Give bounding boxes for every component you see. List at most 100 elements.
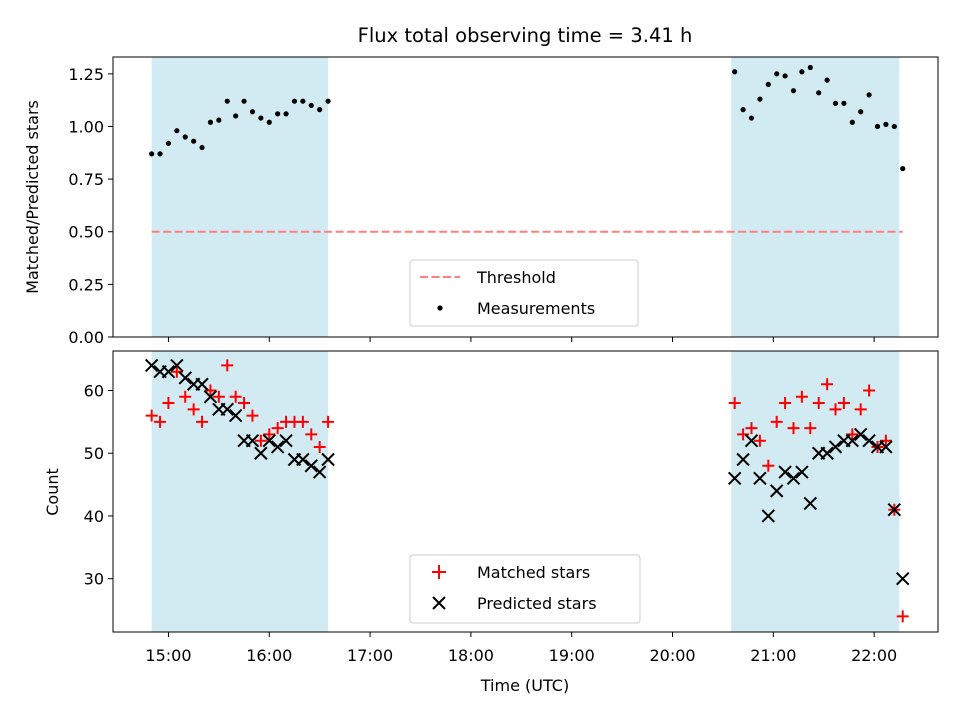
predicted-star-point bbox=[862, 433, 876, 448]
matched-star-point bbox=[154, 415, 167, 428]
predicted-star-point bbox=[321, 452, 335, 467]
bottom-panel-frame bbox=[112, 350, 939, 633]
measurement-point bbox=[816, 90, 822, 96]
predicted-star-point bbox=[845, 433, 860, 448]
measurement-point bbox=[283, 111, 289, 117]
matched-star-point bbox=[779, 397, 792, 410]
predicted-star-point bbox=[727, 471, 742, 486]
matched-star-point bbox=[170, 365, 183, 378]
matched-star-point bbox=[296, 415, 309, 428]
observing-window-shade bbox=[731, 351, 900, 632]
measurement-point bbox=[900, 165, 906, 172]
measurement-point bbox=[807, 64, 813, 71]
top-panel-ratio: 0.00 0.25 0.50 0.75 1.00 1.25 Matched/Predict… bbox=[23, 56, 939, 347]
measurement-point bbox=[266, 119, 272, 125]
predicted-star-point bbox=[887, 502, 902, 517]
predicted-star-point bbox=[279, 433, 293, 448]
x-tick-label: 19:00 bbox=[549, 646, 595, 665]
x-tick-label: 18:00 bbox=[448, 646, 494, 665]
predicted-star-point bbox=[270, 440, 285, 454]
matched-star-point bbox=[271, 422, 284, 435]
measurement-point bbox=[782, 73, 788, 79]
x-tick-label: 20:00 bbox=[649, 646, 695, 665]
matched-star-point bbox=[179, 390, 192, 403]
measurement-point bbox=[824, 77, 830, 83]
matched-star-point bbox=[263, 428, 276, 441]
x-tick-label: 22:00 bbox=[851, 646, 897, 665]
predicted-star-point bbox=[296, 452, 310, 467]
x-tick-label: 16:00 bbox=[246, 646, 292, 665]
measurement-point bbox=[841, 100, 847, 106]
x-axis-label: Time (UTC) bbox=[480, 676, 569, 695]
matched-star-point bbox=[879, 434, 892, 447]
predicted-star-point bbox=[744, 433, 759, 448]
matched-star-point bbox=[812, 397, 825, 410]
predicted-star-point bbox=[854, 427, 868, 442]
predicted-star-point bbox=[753, 471, 767, 486]
measurement-point bbox=[300, 98, 306, 104]
matched-star-point bbox=[204, 384, 217, 397]
predicted-star-point bbox=[144, 358, 159, 373]
matched-star-point bbox=[863, 384, 876, 397]
predicted-star-point bbox=[245, 433, 260, 448]
matched-star-point bbox=[229, 390, 242, 403]
predicted-star-point bbox=[161, 364, 176, 379]
measurement-point bbox=[157, 151, 163, 157]
predicted-star-point bbox=[761, 509, 776, 523]
measurement-point bbox=[858, 109, 864, 115]
x-tick-label: 15:00 bbox=[145, 646, 191, 665]
y-tick-label: 1.00 bbox=[68, 117, 104, 136]
top-panel-y-axis-label: Matched/Predicted stars bbox=[23, 100, 42, 294]
measurement-point bbox=[165, 140, 172, 146]
predicted-star-point bbox=[304, 459, 318, 473]
y-tick-label: 0.75 bbox=[68, 170, 104, 189]
measurement-point bbox=[317, 107, 323, 113]
x-tick-label: 21:00 bbox=[750, 646, 796, 665]
predicted-star-point bbox=[820, 446, 834, 460]
bottom-panel-legend: Matched stars Predicted stars bbox=[409, 554, 641, 624]
predicted-star-point bbox=[203, 390, 218, 404]
measurement-point bbox=[199, 144, 205, 151]
y-tick-label: 60 bbox=[84, 382, 104, 401]
chart-title: Flux total observing time = 3.41 h bbox=[358, 24, 693, 47]
y-tick-label: 0.50 bbox=[68, 223, 104, 242]
measurement-point bbox=[224, 98, 230, 104]
matched-star-point bbox=[221, 359, 234, 372]
matched-star-point bbox=[846, 428, 859, 441]
y-tick-label: 0.25 bbox=[68, 275, 104, 294]
y-tick-label: 30 bbox=[84, 570, 104, 589]
measurement-point bbox=[799, 69, 805, 75]
matched-star-point bbox=[770, 415, 783, 428]
matched-star-point bbox=[753, 434, 766, 447]
matched-star-point bbox=[896, 610, 909, 623]
predicted-star-point bbox=[795, 465, 809, 479]
top-panel-frame bbox=[112, 56, 939, 338]
legend-predicted-label: Predicted stars bbox=[477, 594, 597, 613]
measurement-point bbox=[275, 111, 281, 117]
measurement-point bbox=[740, 107, 746, 113]
legend-threshold-label: Threshold bbox=[476, 268, 556, 287]
matched-star-point bbox=[187, 403, 200, 416]
measurement-point bbox=[207, 119, 214, 125]
legend-predicted-swatch bbox=[432, 596, 446, 610]
matched-star-point bbox=[254, 434, 267, 447]
predicted-star-point bbox=[803, 496, 818, 511]
matched-star-point bbox=[737, 428, 750, 441]
legend-frame bbox=[409, 259, 639, 327]
predicted-star-point bbox=[178, 371, 192, 385]
predicted-star-point bbox=[736, 452, 750, 467]
predicted-star-point bbox=[170, 358, 184, 373]
matched-star-point bbox=[745, 422, 758, 435]
matched-star-point bbox=[762, 459, 775, 472]
matched-star-point bbox=[804, 422, 817, 435]
measurement-point bbox=[832, 100, 839, 106]
measurement-point bbox=[732, 69, 738, 75]
measurement-point bbox=[849, 119, 855, 125]
legend-matched-swatch bbox=[432, 565, 446, 579]
measurement-point bbox=[774, 71, 780, 77]
measurement-point bbox=[182, 134, 188, 140]
measurement-point bbox=[258, 115, 264, 121]
legend-measurements-label: Measurements bbox=[477, 299, 595, 318]
matched-star-point bbox=[212, 390, 225, 403]
y-tick-label: 40 bbox=[84, 507, 104, 526]
